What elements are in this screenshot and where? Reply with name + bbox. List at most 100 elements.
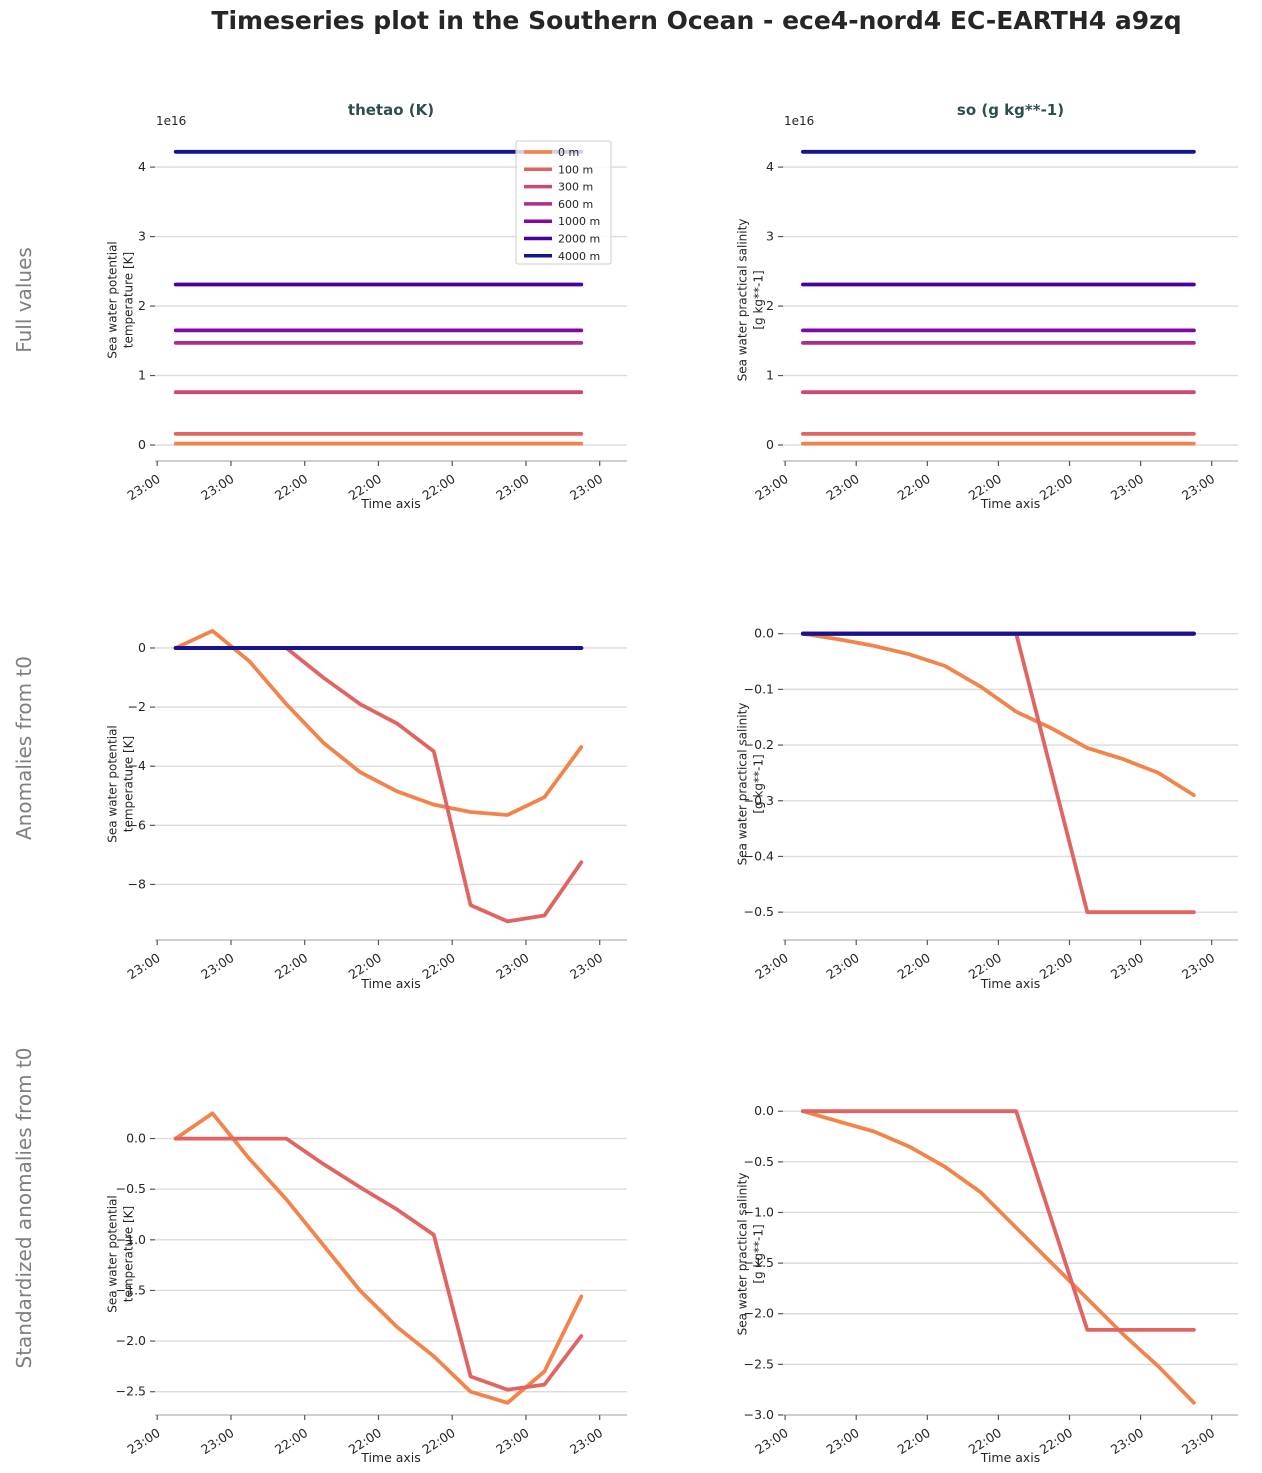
chart-standardized-thetao: 0.0 −0.5 −1.0 −1.5 −2.0 −2.5 23:00 23:00 22:00 22… [116, 1111, 627, 1457]
chart-standardized-so: 0.0 −0.5 −1.0 −1.5 −2.0 −2.5 −3.0 23:00 23:00 22:… [744, 1103, 1238, 1457]
y-tick-label: 4 [138, 159, 146, 174]
y-tick-label: 1 [138, 368, 146, 383]
x-axis-label: Time axis [980, 496, 1041, 511]
x-tick-label: 22:00 [1037, 1425, 1075, 1457]
series-line-100m [801, 1109, 1196, 1332]
legend-label: 2000 m [558, 233, 600, 246]
x-tick-label: 22:00 [346, 1425, 384, 1457]
chart-full-so: 0 1 2 3 4 23:00 23:00 22:00 22:00 22:00 23:00 23:00 [752, 149, 1238, 503]
x-tick-label: 23:00 [567, 471, 605, 503]
x-axis-label: Time axis [361, 1450, 421, 1465]
legend-label: 600 m [558, 198, 593, 211]
y-tick-label: −2.5 [116, 1384, 146, 1399]
y-tick-label: −0.4 [744, 848, 774, 863]
x-tick-label: 22:00 [272, 950, 310, 982]
legend-label: 100 m [558, 163, 593, 176]
x-tick-label: 23:00 [198, 1425, 236, 1457]
series-line-100m [173, 1136, 584, 1392]
y-tick-label: −1.5 [116, 1282, 146, 1297]
x-tick-label: 22:00 [895, 950, 933, 982]
y-tick-label: −0.5 [116, 1181, 146, 1196]
x-tick-label: 22:00 [895, 1425, 933, 1457]
y-tick-label: −1.5 [744, 1255, 774, 1270]
y-tick-label: 0.0 [126, 1131, 146, 1146]
y-tick-label: 0 [138, 437, 146, 452]
x-axis-label: Time axis [361, 976, 421, 991]
series-line-100m [173, 646, 584, 924]
x-tick-label: 23:00 [567, 1425, 605, 1457]
y-tick-label: −2.5 [744, 1356, 774, 1371]
figure-title: Timeseries plot in the Southern Ocean - … [211, 6, 1182, 35]
chart-anomalies-thetao: 0 −2 −4 −6 −8 23:00 23:00 22:00 22:00 22:00 23:00 2… [124, 628, 627, 982]
y-tick-label: −0.5 [744, 904, 774, 919]
y-tick-label: −0.3 [744, 793, 774, 808]
row-label-standardized-anomalies: Standardized anomalies from t0 [12, 1047, 36, 1369]
column-title-thetao: thetao (K) [347, 101, 435, 119]
y-tick-label: −6 [128, 817, 146, 832]
x-tick-label: 22:00 [966, 1425, 1004, 1457]
row-label-anomalies: Anomalies from t0 [12, 656, 36, 840]
x-tick-label: 22:00 [966, 471, 1004, 503]
y-tick-label: −2.0 [744, 1306, 774, 1321]
x-tick-label: 23:00 [124, 1425, 162, 1457]
legend-label: 0 m [558, 146, 579, 159]
y-tick-label: 1 [766, 368, 774, 383]
column-title-so: so (g kg**-1) [956, 101, 1065, 119]
y-tick-label: 2 [766, 298, 774, 313]
x-tick-label: 23:00 [1179, 1425, 1217, 1457]
x-tick-label: 23:00 [493, 950, 531, 982]
x-tick-label: 23:00 [823, 471, 861, 503]
x-tick-label: 22:00 [419, 471, 457, 503]
x-tick-label: 23:00 [752, 1425, 790, 1457]
x-tick-label: 23:00 [198, 471, 236, 503]
y-tick-label: 0 [766, 437, 774, 452]
y-tick-label: 0.0 [754, 626, 774, 641]
y-tick-label: −8 [128, 876, 146, 891]
y-tick-label: −1.0 [744, 1204, 774, 1219]
x-tick-label: 23:00 [823, 950, 861, 982]
x-tick-label: 23:00 [1108, 950, 1146, 982]
series-line-0m [173, 628, 584, 817]
axis-offset-label: 1e16 [784, 114, 815, 128]
x-tick-label: 22:00 [272, 471, 310, 503]
x-tick-label: 23:00 [1179, 471, 1217, 503]
row-label-full-values: Full values [12, 247, 36, 353]
x-tick-label: 23:00 [823, 1425, 861, 1457]
x-tick-label: 23:00 [752, 950, 790, 982]
x-tick-label: 22:00 [966, 950, 1004, 982]
y-tick-label: −0.1 [744, 681, 774, 696]
x-tick-label: 23:00 [493, 471, 531, 503]
x-tick-label: 22:00 [1037, 471, 1075, 503]
y-tick-label: 2 [138, 298, 146, 313]
y-tick-label: 3 [138, 229, 146, 244]
axis-offset-label: 1e16 [156, 114, 187, 128]
x-tick-label: 23:00 [752, 471, 790, 503]
y-tick-label: 3 [766, 229, 774, 244]
x-tick-label: 23:00 [124, 471, 162, 503]
y-tick-label: −0.5 [744, 1154, 774, 1169]
chart-anomalies-so: 0.0 −0.1 −0.2 −0.3 −0.4 −0.5 23:00 23:00 22:00 22… [744, 626, 1238, 982]
legend-label: 4000 m [558, 250, 600, 263]
legend-box [515, 140, 612, 265]
x-tick-label: 22:00 [419, 1425, 457, 1457]
y-tick-label: −3.0 [744, 1407, 774, 1422]
x-tick-label: 22:00 [346, 471, 384, 503]
x-axis-label: Time axis [980, 976, 1041, 991]
legend-label: 1000 m [558, 215, 600, 228]
y-tick-label: 4 [766, 159, 774, 174]
y-tick-label: −2 [128, 699, 146, 714]
y-tick-label: −0.2 [744, 737, 774, 752]
y-tick-label: −2.0 [116, 1333, 146, 1348]
x-tick-label: 22:00 [895, 471, 933, 503]
x-tick-label: 22:00 [346, 950, 384, 982]
x-tick-label: 23:00 [124, 950, 162, 982]
x-axis-label: Time axis [980, 1450, 1041, 1465]
chart-full-thetao: 0 1 2 3 4 23:00 23:00 22:00 22:00 22:00 23:00 23:00… [124, 140, 627, 503]
y-tick-label: −4 [128, 758, 146, 773]
series-line-0m [801, 631, 1196, 798]
x-tick-label: 22:00 [419, 950, 457, 982]
x-tick-label: 23:00 [1108, 1425, 1146, 1457]
series-line-0m [173, 1111, 584, 1405]
x-tick-label: 22:00 [1037, 950, 1075, 982]
